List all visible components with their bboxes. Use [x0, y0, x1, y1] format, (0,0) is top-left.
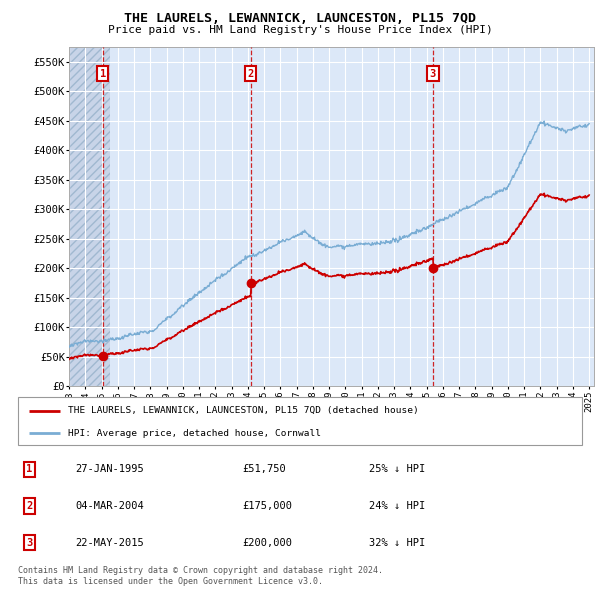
Text: £200,000: £200,000 — [242, 537, 292, 548]
Text: This data is licensed under the Open Government Licence v3.0.: This data is licensed under the Open Gov… — [18, 577, 323, 586]
Text: £51,750: £51,750 — [242, 464, 286, 474]
Text: 27-JAN-1995: 27-JAN-1995 — [76, 464, 144, 474]
Text: 32% ↓ HPI: 32% ↓ HPI — [369, 537, 425, 548]
Text: 1: 1 — [100, 69, 106, 78]
Text: 04-MAR-2004: 04-MAR-2004 — [76, 501, 144, 511]
Text: 3: 3 — [26, 537, 32, 548]
Text: 2: 2 — [26, 501, 32, 511]
Text: Price paid vs. HM Land Registry's House Price Index (HPI): Price paid vs. HM Land Registry's House … — [107, 25, 493, 35]
Text: 25% ↓ HPI: 25% ↓ HPI — [369, 464, 425, 474]
Text: THE LAURELS, LEWANNICK, LAUNCESTON, PL15 7QD: THE LAURELS, LEWANNICK, LAUNCESTON, PL15… — [124, 12, 476, 25]
Text: 3: 3 — [430, 69, 436, 78]
FancyBboxPatch shape — [18, 397, 582, 445]
Text: 24% ↓ HPI: 24% ↓ HPI — [369, 501, 425, 511]
Text: 1: 1 — [26, 464, 32, 474]
Text: 2: 2 — [248, 69, 254, 78]
Bar — [69, 47, 110, 386]
Text: Contains HM Land Registry data © Crown copyright and database right 2024.: Contains HM Land Registry data © Crown c… — [18, 566, 383, 575]
Text: HPI: Average price, detached house, Cornwall: HPI: Average price, detached house, Corn… — [68, 429, 320, 438]
Text: THE LAURELS, LEWANNICK, LAUNCESTON, PL15 7QD (detached house): THE LAURELS, LEWANNICK, LAUNCESTON, PL15… — [68, 406, 418, 415]
Text: £175,000: £175,000 — [242, 501, 292, 511]
Text: 22-MAY-2015: 22-MAY-2015 — [76, 537, 144, 548]
